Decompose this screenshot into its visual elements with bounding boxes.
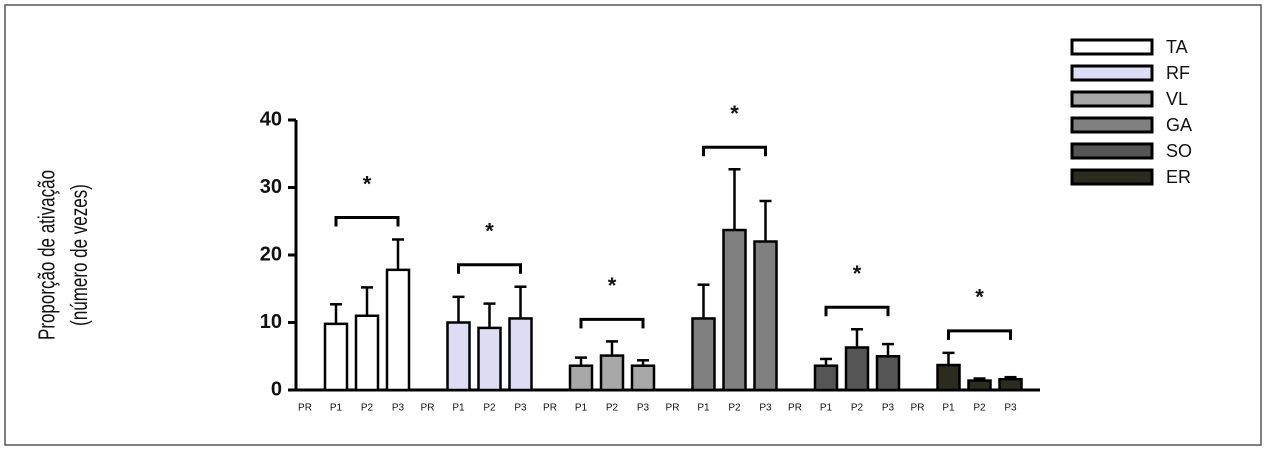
significance-label: * xyxy=(363,171,372,196)
significance-bracket xyxy=(579,317,645,329)
bar xyxy=(323,322,349,392)
legend-label: VL xyxy=(1166,89,1188,109)
x-tick-label: PR xyxy=(788,403,802,414)
bar xyxy=(844,346,870,392)
bar xyxy=(813,364,839,392)
legend-swatch xyxy=(1070,90,1154,108)
x-tick-label: P3 xyxy=(637,403,650,414)
legend-swatch xyxy=(1070,64,1154,82)
x-tick-label: P1 xyxy=(452,403,465,414)
x-tick-label: P1 xyxy=(575,403,588,414)
y-label-line: (número de vezes) xyxy=(68,184,93,326)
legend-swatch xyxy=(1070,168,1154,186)
x-tick-label: P2 xyxy=(851,403,864,414)
bar xyxy=(599,354,625,392)
x-tick-label: PR xyxy=(911,403,925,414)
y-axis-label: Proporção de ativação (número de vezes) xyxy=(35,170,92,340)
bar xyxy=(477,326,502,392)
x-tick-label: P3 xyxy=(1004,403,1017,414)
y-tick-label: 0 xyxy=(271,378,282,400)
bar xyxy=(875,355,901,392)
x-tick-label: PR xyxy=(543,403,557,414)
bar xyxy=(354,314,380,392)
x-tick-label: PR xyxy=(298,403,312,414)
x-tick-label: P1 xyxy=(820,403,833,414)
x-tick-label: P2 xyxy=(483,403,496,414)
x-tick-label: P2 xyxy=(361,403,374,414)
significance-bracket xyxy=(702,145,767,157)
x-tick-label: P3 xyxy=(392,403,405,414)
x-tick-label: P2 xyxy=(606,403,619,414)
bar xyxy=(967,379,992,392)
legend-swatch xyxy=(1070,38,1154,56)
bar xyxy=(936,363,961,392)
bar xyxy=(753,240,778,392)
x-tick-label: PR xyxy=(421,403,435,414)
legend-label: TA xyxy=(1166,37,1188,57)
significance-bracket xyxy=(457,263,522,274)
x-tick-label: P1 xyxy=(330,403,343,414)
y-tick-label: 20 xyxy=(260,243,282,265)
significance-bracket xyxy=(947,329,1012,340)
legend-label: RF xyxy=(1166,63,1190,83)
significance-label: * xyxy=(608,273,617,298)
y-tick-label: 10 xyxy=(260,311,282,333)
x-tick-label: P3 xyxy=(759,403,772,414)
y-tick-label: 30 xyxy=(260,176,282,198)
bar xyxy=(446,321,471,392)
x-tick-label: P1 xyxy=(697,403,710,414)
x-tick-label: P3 xyxy=(514,403,527,414)
bar xyxy=(998,377,1023,392)
x-tick-label: P3 xyxy=(882,403,895,414)
y-tick-label: 40 xyxy=(260,108,282,130)
significance-label: * xyxy=(485,219,494,244)
significance-bracket xyxy=(334,215,400,227)
bar xyxy=(722,228,747,392)
significance-label: * xyxy=(853,261,862,286)
legend-label: ER xyxy=(1166,167,1191,187)
y-label-line: Proporção de ativação xyxy=(35,170,60,340)
bar xyxy=(385,268,411,392)
bar xyxy=(568,364,594,392)
x-tick-label: PR xyxy=(666,403,680,414)
x-tick-label: P2 xyxy=(728,403,741,414)
legend-swatch xyxy=(1070,116,1154,134)
significance-label: * xyxy=(730,101,739,126)
legend-label: SO xyxy=(1166,141,1192,161)
bar xyxy=(630,364,656,392)
bar xyxy=(508,317,533,392)
bar xyxy=(691,317,716,392)
significance-bracket xyxy=(824,305,890,317)
legend-swatch xyxy=(1070,142,1154,160)
significance-label: * xyxy=(975,285,984,310)
x-tick-label: P2 xyxy=(973,403,986,414)
legend-label: GA xyxy=(1166,115,1192,135)
x-tick-label: P1 xyxy=(942,403,955,414)
